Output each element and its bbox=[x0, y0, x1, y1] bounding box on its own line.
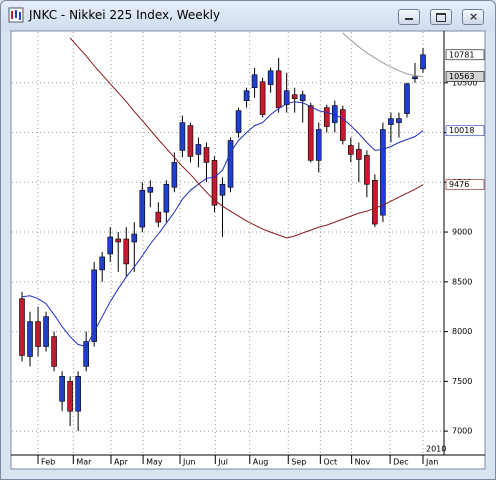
x-tick-label: Jul bbox=[217, 458, 228, 467]
candle-body bbox=[51, 336, 57, 367]
candle-body bbox=[275, 70, 282, 108]
candle-body bbox=[195, 144, 202, 155]
candle-body bbox=[235, 110, 242, 133]
minimize-button[interactable] bbox=[398, 9, 420, 25]
candle-body bbox=[203, 147, 210, 163]
price-label-box bbox=[445, 179, 485, 190]
candle-body bbox=[396, 118, 402, 123]
candle-body bbox=[315, 129, 322, 161]
candle-body bbox=[163, 183, 170, 213]
year-label: 2010 bbox=[426, 445, 446, 454]
y-tick-label: 10500 bbox=[452, 78, 477, 87]
candle-body bbox=[420, 54, 426, 70]
candle-body bbox=[147, 186, 154, 193]
x-tick-label: Apr bbox=[114, 458, 129, 467]
candle-body bbox=[348, 145, 354, 155]
candle-body bbox=[99, 256, 105, 271]
x-tick-label: May bbox=[146, 458, 163, 467]
x-tick-label: Oct bbox=[323, 458, 337, 467]
moving-average-line bbox=[69, 37, 424, 239]
candle-body bbox=[59, 376, 65, 402]
candle-body bbox=[259, 81, 266, 115]
price-label: 10781 bbox=[449, 50, 474, 59]
x-tick-label: Jun bbox=[182, 458, 196, 467]
window-title: JNKC - Nikkei 225 Index, Weekly bbox=[29, 8, 221, 22]
maximize-button[interactable] bbox=[430, 9, 452, 25]
y-tick-label: 7000 bbox=[452, 427, 472, 436]
moving-average-line bbox=[342, 32, 424, 77]
candle-body bbox=[267, 70, 274, 86]
price-label-box bbox=[445, 125, 485, 137]
price-label-box bbox=[445, 49, 485, 61]
x-tick-label: Feb bbox=[41, 458, 55, 467]
x-tick-label: Aug bbox=[253, 458, 269, 467]
candle-body bbox=[123, 238, 130, 265]
candle-body bbox=[107, 236, 114, 255]
candle-body bbox=[372, 179, 378, 225]
moving-average-line bbox=[21, 101, 424, 348]
app-icon bbox=[8, 7, 24, 23]
candle-body bbox=[67, 381, 73, 412]
candle-body bbox=[364, 155, 370, 185]
candle-body bbox=[227, 140, 234, 188]
x-tick-label: Dec bbox=[393, 458, 408, 467]
candle-body bbox=[404, 83, 410, 114]
candle-body bbox=[35, 321, 41, 347]
candle-body bbox=[380, 129, 386, 216]
x-tick-label: Mar bbox=[76, 458, 92, 467]
price-label: 9476 bbox=[449, 180, 469, 189]
candle-body bbox=[339, 109, 346, 141]
x-tick-label: Sep bbox=[291, 458, 306, 467]
candle-body bbox=[75, 376, 81, 412]
candle-body bbox=[155, 211, 162, 223]
candle-body bbox=[83, 341, 89, 367]
price-label-box bbox=[445, 71, 485, 82]
candle-body bbox=[115, 238, 122, 243]
candle-body bbox=[211, 160, 218, 206]
candle-body bbox=[243, 90, 250, 101]
close-button[interactable]: × bbox=[462, 9, 484, 25]
candle-body bbox=[27, 321, 33, 357]
y-tick-label: 9000 bbox=[452, 228, 472, 237]
candle-body bbox=[388, 118, 394, 125]
candle-body bbox=[323, 107, 330, 127]
price-label: 10563 bbox=[449, 72, 474, 81]
candle-body bbox=[91, 269, 97, 342]
candle-body bbox=[356, 149, 362, 160]
candle-body bbox=[187, 125, 194, 157]
y-tick-label: 8000 bbox=[452, 327, 472, 336]
candle-body bbox=[412, 76, 418, 80]
candle-body bbox=[179, 122, 186, 151]
y-tick-label: 7500 bbox=[452, 377, 472, 386]
y-tick-label: 8500 bbox=[452, 277, 472, 286]
candle-body bbox=[251, 74, 258, 89]
candle-body bbox=[131, 233, 138, 243]
candle-body bbox=[219, 183, 226, 196]
title-bar: JNKC - Nikkei 225 Index, Weekly × bbox=[1, 1, 495, 29]
candle-body bbox=[139, 189, 146, 228]
candle-body bbox=[283, 90, 290, 105]
candle-body bbox=[307, 105, 314, 161]
x-tick-label: Jan bbox=[425, 458, 438, 467]
price-label: 10018 bbox=[449, 126, 474, 135]
candle-body bbox=[171, 162, 178, 188]
candle-body bbox=[19, 298, 25, 356]
candle-body bbox=[291, 94, 298, 99]
candle-body bbox=[43, 316, 49, 347]
x-tick-label: Nov bbox=[355, 458, 371, 467]
candle-body bbox=[299, 94, 306, 101]
